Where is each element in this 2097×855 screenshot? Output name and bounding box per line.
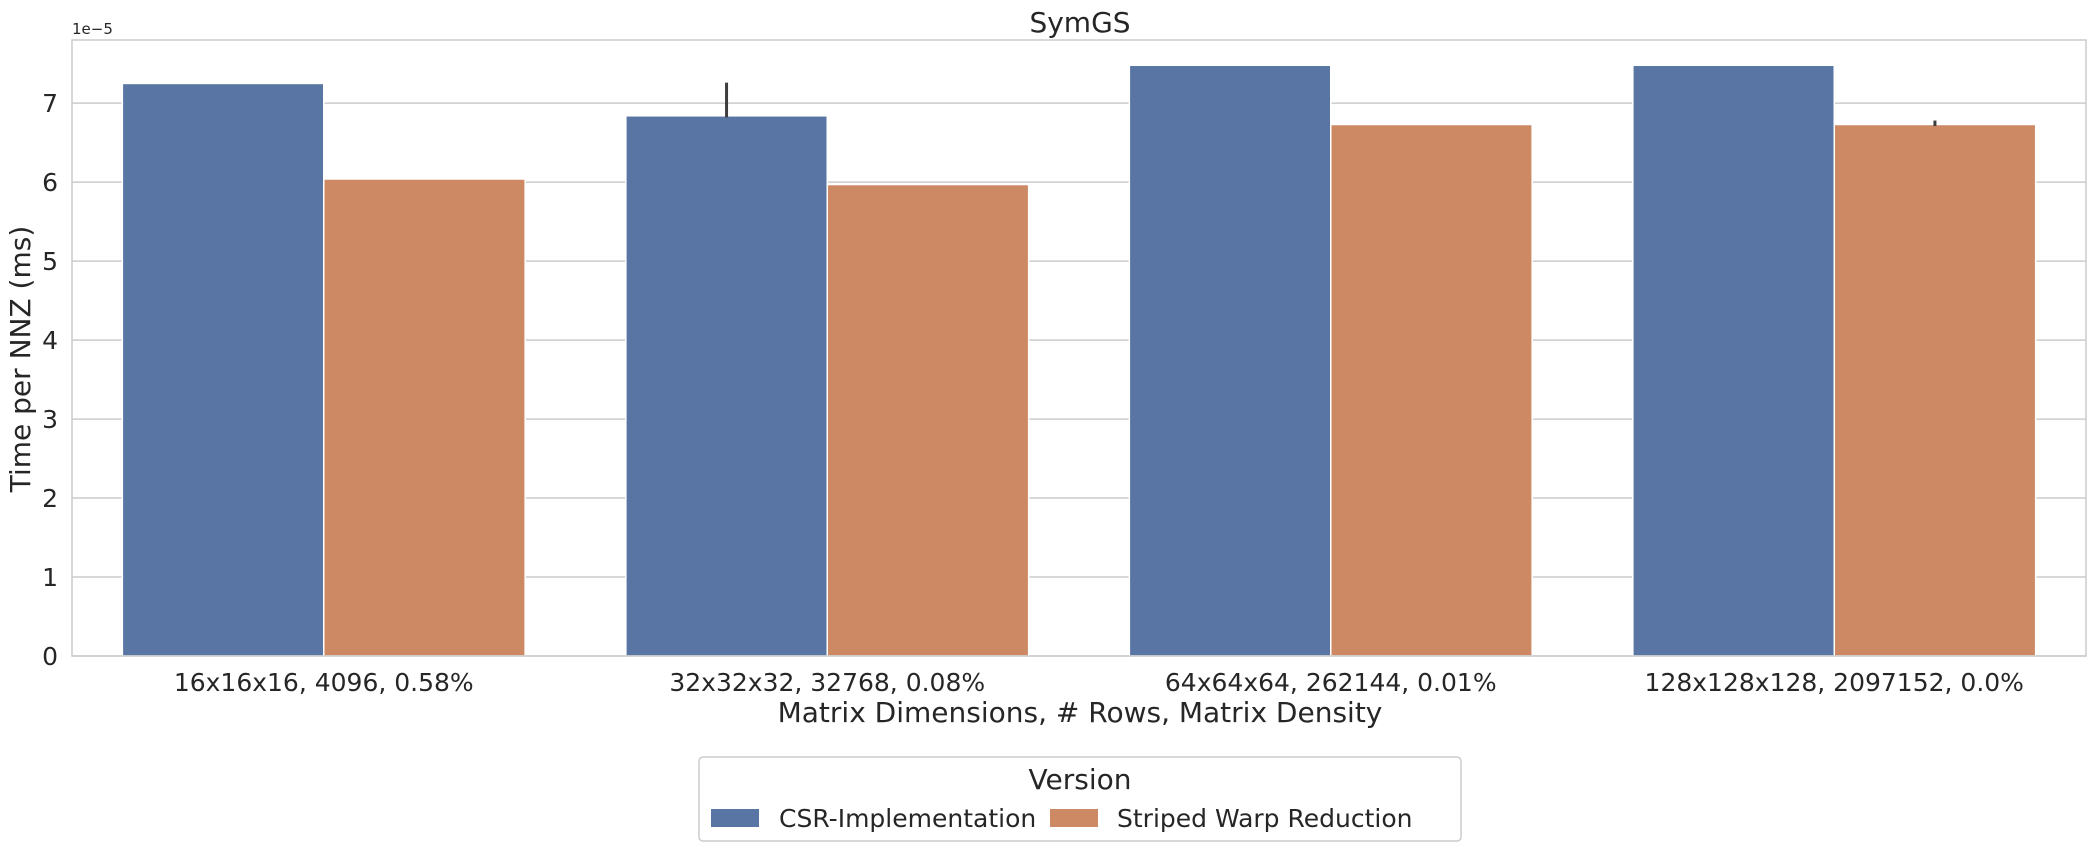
y-tick-label: 6 — [42, 168, 58, 197]
plot-border — [71, 39, 2087, 657]
y-tick-label: 2 — [42, 484, 58, 513]
y-tick-label: 3 — [42, 405, 58, 434]
y-tick-label: 4 — [42, 326, 58, 355]
legend-label-csr-implementation: CSR-Implementation — [779, 804, 1036, 833]
y-tick-label: 0 — [42, 642, 58, 671]
x-tick-label: 128x128x128, 2097152, 0.0% — [1645, 668, 2024, 697]
bar-csr-implementation — [1128, 64, 1332, 657]
bar-striped-warp-reduction — [1330, 123, 1533, 657]
legend: Version CSR-Implementation Striped Warp … — [698, 756, 1462, 842]
bar-csr-implementation — [121, 82, 325, 657]
bar-striped-warp-reduction — [826, 183, 1030, 657]
legend-title: Version — [1029, 763, 1132, 796]
bar-striped-warp-reduction — [323, 178, 526, 657]
y-tick-label: 5 — [42, 247, 58, 276]
chart-title: SymGS — [1029, 6, 1130, 39]
y-tick-labels: 0 1 2 3 4 5 6 7 — [42, 89, 58, 671]
y-tick-label: 7 — [42, 89, 58, 118]
bar-csr-implementation — [1632, 64, 1835, 657]
x-tick-label: 32x32x32, 32768, 0.08% — [669, 668, 985, 697]
y-tick-label: 1 — [42, 563, 58, 592]
x-tick-labels: 16x16x16, 4096, 0.58% 32x32x32, 32768, 0.… — [174, 668, 2024, 697]
x-axis-label: Matrix Dimensions, # Rows, Matrix Densit… — [778, 696, 1383, 729]
legend-swatch-csr-implementation — [711, 809, 759, 827]
y-offset-text: 1e−5 — [72, 20, 113, 38]
bar-striped-warp-reduction — [1833, 123, 2037, 657]
x-tick-label: 64x64x64, 262144, 0.01% — [1165, 668, 1497, 697]
legend-swatch-striped-warp-reduction — [1050, 809, 1098, 827]
error-bars — [725, 82, 1937, 127]
plot-frame — [71, 39, 2087, 657]
y-axis-label: Time per NNZ (ms) — [4, 226, 37, 494]
bar-csr-implementation — [625, 115, 828, 657]
legend-box — [698, 756, 1462, 842]
x-tick-label: 16x16x16, 4096, 0.58% — [174, 668, 474, 697]
legend-label-striped-warp-reduction: Striped Warp Reduction — [1117, 804, 1412, 833]
bars — [121, 64, 2037, 657]
